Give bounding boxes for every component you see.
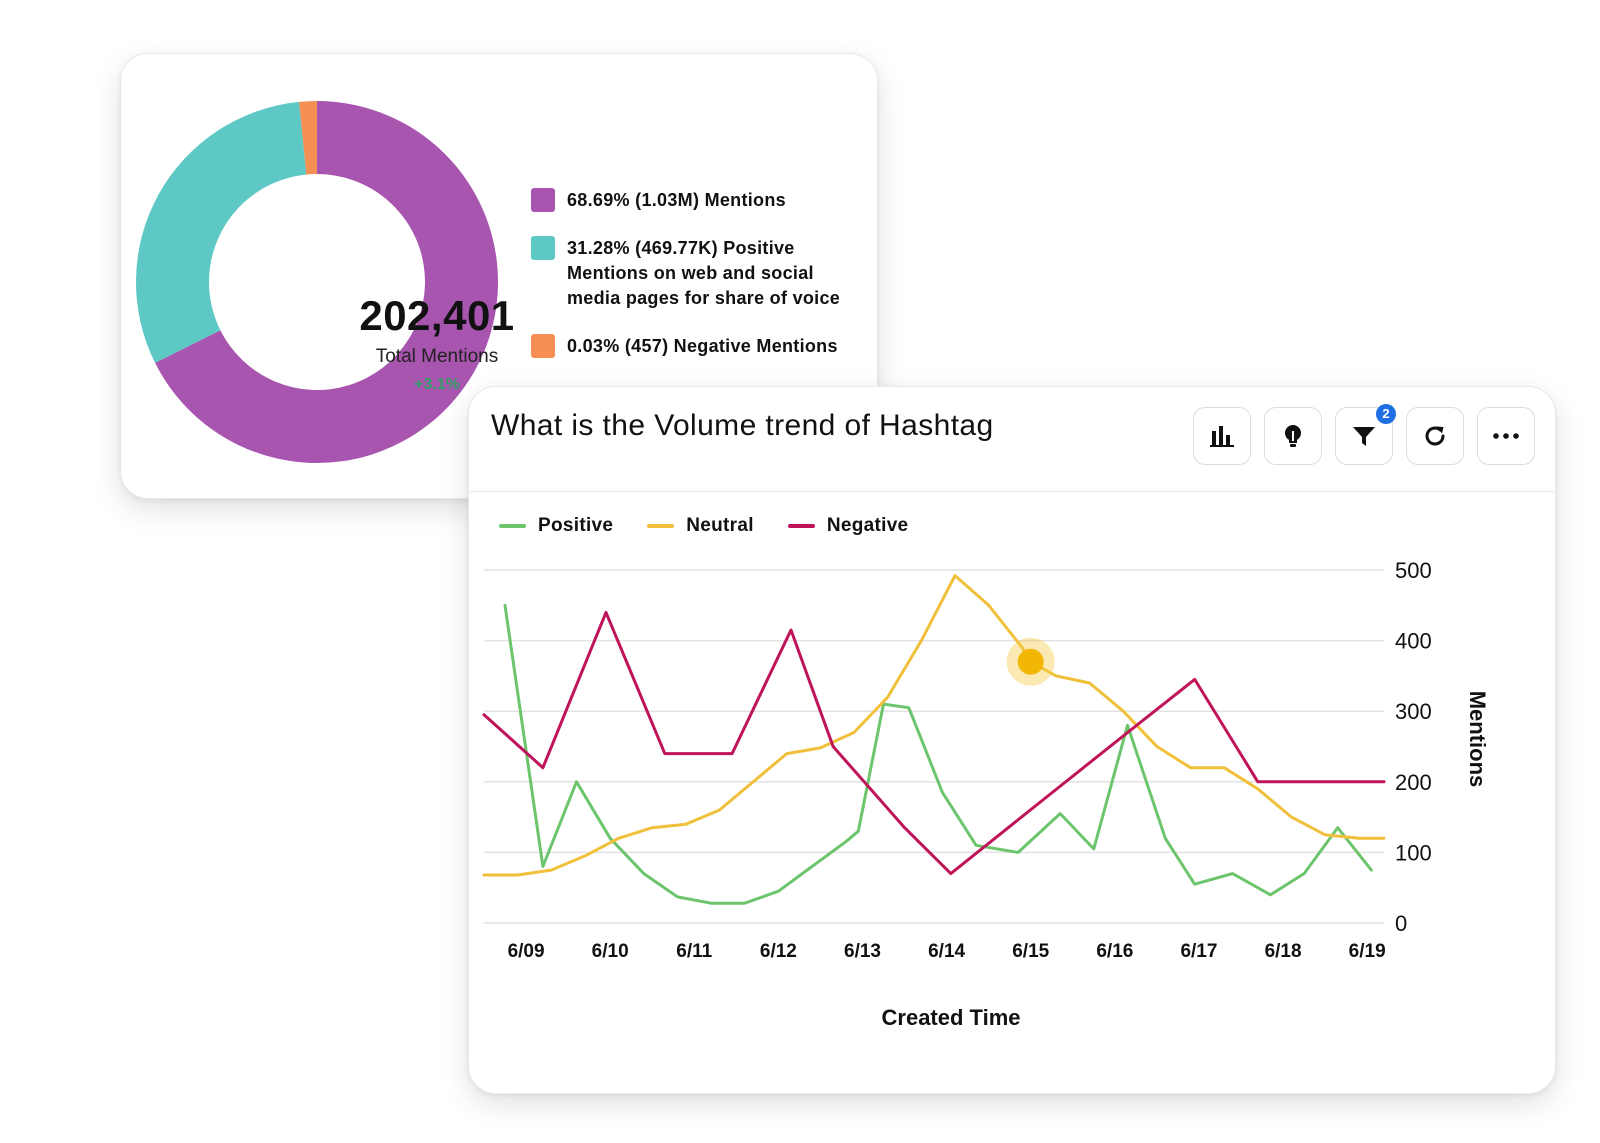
x-tick-label: 6/15: [1012, 941, 1049, 962]
legend-label-negative: 0.03% (457) Negative Mentions: [567, 336, 838, 356]
donut-segment-mentions[interactable]: [155, 101, 498, 463]
series-legend-line: [787, 524, 815, 528]
filter-count-badge: 2: [1376, 404, 1396, 424]
x-tick-label: 6/18: [1265, 941, 1302, 962]
x-tick-label: 6/09: [508, 941, 545, 962]
series-legend-neutral[interactable]: Neutral: [647, 515, 754, 537]
x-tick-label: 6/12: [760, 941, 797, 962]
hover-point[interactable]: [1017, 648, 1044, 675]
legend-item-negative-mentions[interactable]: 0.03% (457) Negative Mentions: [531, 334, 838, 359]
donut-segment-positive[interactable]: [135, 101, 307, 363]
total-mentions-label: Total Mentions: [375, 346, 499, 367]
bar-chart-icon: [1210, 426, 1234, 447]
lightbulb-icon: [1285, 425, 1301, 447]
y-axis-title: Mentions: [1465, 690, 1490, 788]
trend-toolbar: 2: [1180, 404, 1535, 465]
x-tick-label: 6/16: [1096, 941, 1133, 962]
total-mentions-change: +3.1%: [414, 376, 460, 393]
series-legend-label: Positive: [538, 515, 614, 536]
series-line-neutral[interactable]: [482, 574, 1386, 877]
series-line-positive[interactable]: [503, 603, 1373, 905]
y-tick-label: 500: [1395, 558, 1432, 583]
donut-segment-negative[interactable]: [299, 101, 317, 175]
legend-swatch-negative: [531, 334, 555, 358]
series-legend-positive[interactable]: Positive: [499, 515, 613, 537]
x-axis-title: Created Time: [881, 1005, 1021, 1030]
insights-button[interactable]: [1264, 407, 1322, 465]
x-tick-label: 6/14: [928, 941, 965, 962]
x-tick-label: 6/13: [844, 941, 881, 962]
legend-label-positive: 31.28% (469.77K) Positive Mentions on we…: [567, 238, 841, 308]
trend-title: What is the Volume trend of Hashtag: [491, 409, 994, 442]
x-tick-label: 6/10: [592, 941, 629, 962]
more-icon: [1493, 433, 1519, 439]
y-tick-label: 100: [1395, 840, 1432, 865]
legend-swatch-mentions: [531, 188, 555, 212]
filter-icon: [1353, 427, 1375, 446]
header-divider: [469, 491, 1555, 492]
donut-chart: [135, 101, 498, 463]
series-legend-line: [499, 524, 526, 528]
legend-item-mentions[interactable]: 68.69% (1.03M) Mentions: [531, 188, 786, 213]
x-tick-label: 6/17: [1180, 941, 1217, 962]
x-tick-label: 6/11: [676, 941, 712, 962]
series-legend-label: Negative: [826, 515, 909, 536]
legend-label-mentions: 68.69% (1.03M) Mentions: [567, 190, 786, 210]
y-tick-label: 0: [1395, 911, 1407, 936]
y-tick-label: 200: [1395, 770, 1432, 795]
y-tick-label: 400: [1395, 629, 1432, 654]
series-legend: Positive Neutral Negative: [499, 515, 942, 537]
legend-swatch-positive: [531, 236, 555, 260]
series-legend-negative[interactable]: Negative: [787, 515, 909, 537]
chart-type-button[interactable]: [1193, 407, 1251, 465]
y-tick-label: 300: [1395, 699, 1432, 724]
series-legend-line: [647, 524, 675, 528]
series-line-negative[interactable]: [482, 610, 1386, 876]
series-legend-label: Neutral: [686, 515, 754, 536]
x-tick-label: 6/19: [1349, 941, 1386, 962]
total-mentions-value: 202,401: [359, 292, 515, 339]
refresh-icon: [1425, 426, 1445, 446]
more-options-button[interactable]: [1477, 407, 1535, 465]
legend-item-positive-mentions[interactable]: 31.28% (469.77K) Positive Mentions on we…: [531, 236, 867, 311]
refresh-button[interactable]: [1406, 407, 1464, 465]
filter-button[interactable]: 2: [1335, 404, 1396, 465]
line-chart-plot: 0 100 200 300 400 500 6/09 6/10 6/11 6/12 6/13 6/14…: [482, 558, 1432, 962]
trend-card: What is the Volume trend of Hashtag 2: [468, 386, 1556, 1094]
